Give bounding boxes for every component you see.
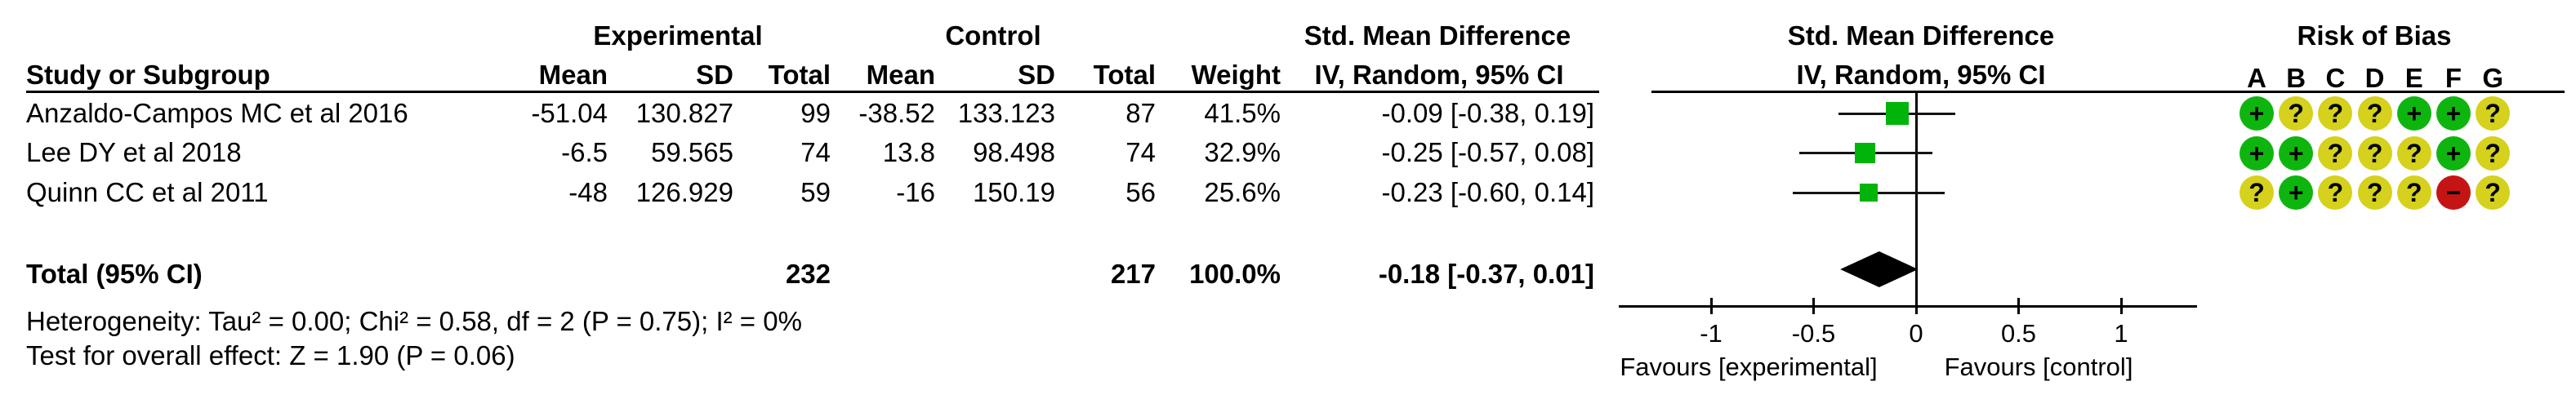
- ctl-sd-value: 133.123: [957, 98, 1055, 128]
- col-header-exp-total: Total: [768, 60, 831, 90]
- ctl-mean-value: -38.52: [858, 98, 935, 128]
- col-header-study: Study or Subgroup: [26, 60, 270, 90]
- col-header-exp-sd: SD: [696, 60, 733, 90]
- exp-sd-value: 130.827: [635, 98, 733, 128]
- rob-judgement-circle: ?: [2318, 175, 2353, 210]
- rob-domain-letter: D: [2364, 63, 2385, 93]
- axis-tick: [1914, 298, 1918, 314]
- weight-value: 25.6%: [1204, 177, 1281, 207]
- rob-domain-letter: E: [2404, 63, 2423, 93]
- group-header-experimental: Experimental: [593, 20, 763, 51]
- favours-left-label: Favours [experimental]: [1620, 353, 1878, 381]
- total-label: Total (95% CI): [26, 259, 203, 289]
- col-header-weight: Weight: [1191, 60, 1281, 90]
- rob-judgement-circle: ?: [2476, 175, 2511, 210]
- exp-total-value: 59: [800, 177, 831, 207]
- rob-judgement-circle: +: [2436, 96, 2471, 131]
- rob-judgement-circle: +: [2436, 135, 2471, 171]
- ci-text-value: -0.23 [-0.60, 0.14]: [1381, 177, 1594, 207]
- study-name: Anzaldo-Campos MC et al 2016: [26, 98, 408, 128]
- ci-text-value: -0.25 [-0.57, 0.08]: [1381, 137, 1594, 167]
- axis-tick: [1709, 298, 1713, 314]
- effect-plot-header-line2: IV, Random, 95% CI: [1796, 60, 2046, 90]
- total-ctl-total: 217: [1110, 259, 1156, 289]
- x-axis-line: [1619, 304, 2197, 308]
- study-square-marker: [1854, 143, 1875, 163]
- rob-judgement-circle: ?: [2240, 175, 2274, 210]
- effect-text-header-line2: IV, Random, 95% CI: [1314, 60, 1564, 90]
- exp-sd-value: 126.929: [635, 177, 733, 207]
- axis-tick-label: 0.5: [2000, 319, 2037, 348]
- rob-judgement-circle: +: [2279, 135, 2314, 171]
- heterogeneity-note: Heterogeneity: Tau² = 0.00; Chi² = 0.58,…: [26, 306, 802, 336]
- axis-tick-label: 0: [1909, 319, 1923, 348]
- study-name: Quinn CC et al 2011: [26, 177, 269, 207]
- axis-tick: [2017, 298, 2020, 314]
- study-name: Lee DY et al 2018: [26, 137, 242, 167]
- total-weight: 100.0%: [1189, 259, 1281, 289]
- ctl-mean-value: 13.8: [882, 137, 935, 167]
- rob-judgement-circle: −: [2436, 175, 2471, 210]
- axis-tick-label: -1: [1700, 319, 1723, 348]
- study-square-marker: [1860, 184, 1879, 202]
- overall-effect-note: Test for overall effect: Z = 1.90 (P = 0…: [26, 340, 515, 370]
- axis-tick-label: 1: [2114, 319, 2128, 348]
- favours-right-label: Favours [control]: [1944, 353, 2133, 381]
- rob-domain-letter: C: [2325, 63, 2346, 93]
- ctl-total-value: 87: [1125, 98, 1156, 128]
- weight-value: 41.5%: [1204, 98, 1281, 128]
- col-header-ctl-mean: Mean: [866, 60, 935, 90]
- weight-value: 32.9%: [1204, 137, 1281, 167]
- exp-mean-value: -6.5: [561, 137, 608, 167]
- total-diamond: [1840, 251, 1919, 287]
- rob-judgement-circle: ?: [2357, 175, 2392, 210]
- rob-judgement-circle: ?: [2396, 135, 2431, 171]
- exp-mean-value: -48: [568, 177, 608, 207]
- rob-judgement-circle: ?: [2357, 96, 2392, 131]
- rob-domain-letter: G: [2482, 63, 2504, 93]
- rob-judgement-circle: ?: [2476, 96, 2511, 131]
- rob-judgement-circle: ?: [2279, 96, 2314, 131]
- exp-sd-value: 59.565: [651, 137, 733, 167]
- rob-judgement-circle: ?: [2318, 135, 2353, 171]
- exp-total-value: 74: [800, 137, 831, 167]
- rob-judgement-circle: +: [2240, 135, 2274, 171]
- rob-domain-letter: F: [2445, 63, 2462, 93]
- col-header-ctl-total: Total: [1093, 60, 1156, 90]
- rob-domain-letter: B: [2286, 63, 2306, 93]
- total-ci-text: -0.18 [-0.37, 0.01]: [1378, 259, 1594, 289]
- zero-reference-line: [1914, 93, 1918, 306]
- ctl-total-value: 74: [1125, 137, 1156, 167]
- ctl-total-value: 56: [1125, 177, 1156, 207]
- effect-plot-header-line1: Std. Mean Difference: [1787, 20, 2055, 51]
- axis-tick-label: -0.5: [1791, 319, 1836, 348]
- rob-judgement-circle: ?: [2318, 96, 2353, 131]
- ctl-sd-value: 98.498: [973, 137, 1055, 167]
- group-header-control: Control: [945, 20, 1041, 51]
- header-underline-plot: [1651, 91, 2565, 93]
- rob-judgement-circle: ?: [2476, 135, 2511, 171]
- ci-text-value: -0.09 [-0.38, 0.19]: [1381, 98, 1594, 128]
- rob-judgement-circle: +: [2396, 96, 2431, 131]
- total-exp-total: 232: [785, 259, 831, 289]
- exp-total-value: 99: [800, 98, 831, 128]
- study-square-marker: [1886, 102, 1910, 125]
- col-header-ctl-sd: SD: [1018, 60, 1055, 90]
- axis-tick: [2119, 298, 2123, 314]
- ctl-mean-value: -16: [896, 177, 935, 207]
- ctl-sd-value: 150.19: [973, 177, 1055, 207]
- rob-judgement-circle: ?: [2357, 135, 2392, 171]
- rob-judgement-circle: ?: [2396, 175, 2431, 210]
- header-underline-table: [26, 91, 1599, 93]
- exp-mean-value: -51.04: [531, 98, 608, 128]
- axis-tick: [1812, 298, 1815, 314]
- rob-domain-letter: A: [2247, 63, 2266, 93]
- col-header-exp-mean: Mean: [538, 60, 608, 90]
- effect-text-header-line1: Std. Mean Difference: [1304, 20, 1571, 51]
- rob-judgement-circle: +: [2279, 175, 2314, 210]
- rob-judgement-circle: +: [2240, 96, 2274, 131]
- risk-of-bias-title: Risk of Bias: [2297, 20, 2452, 51]
